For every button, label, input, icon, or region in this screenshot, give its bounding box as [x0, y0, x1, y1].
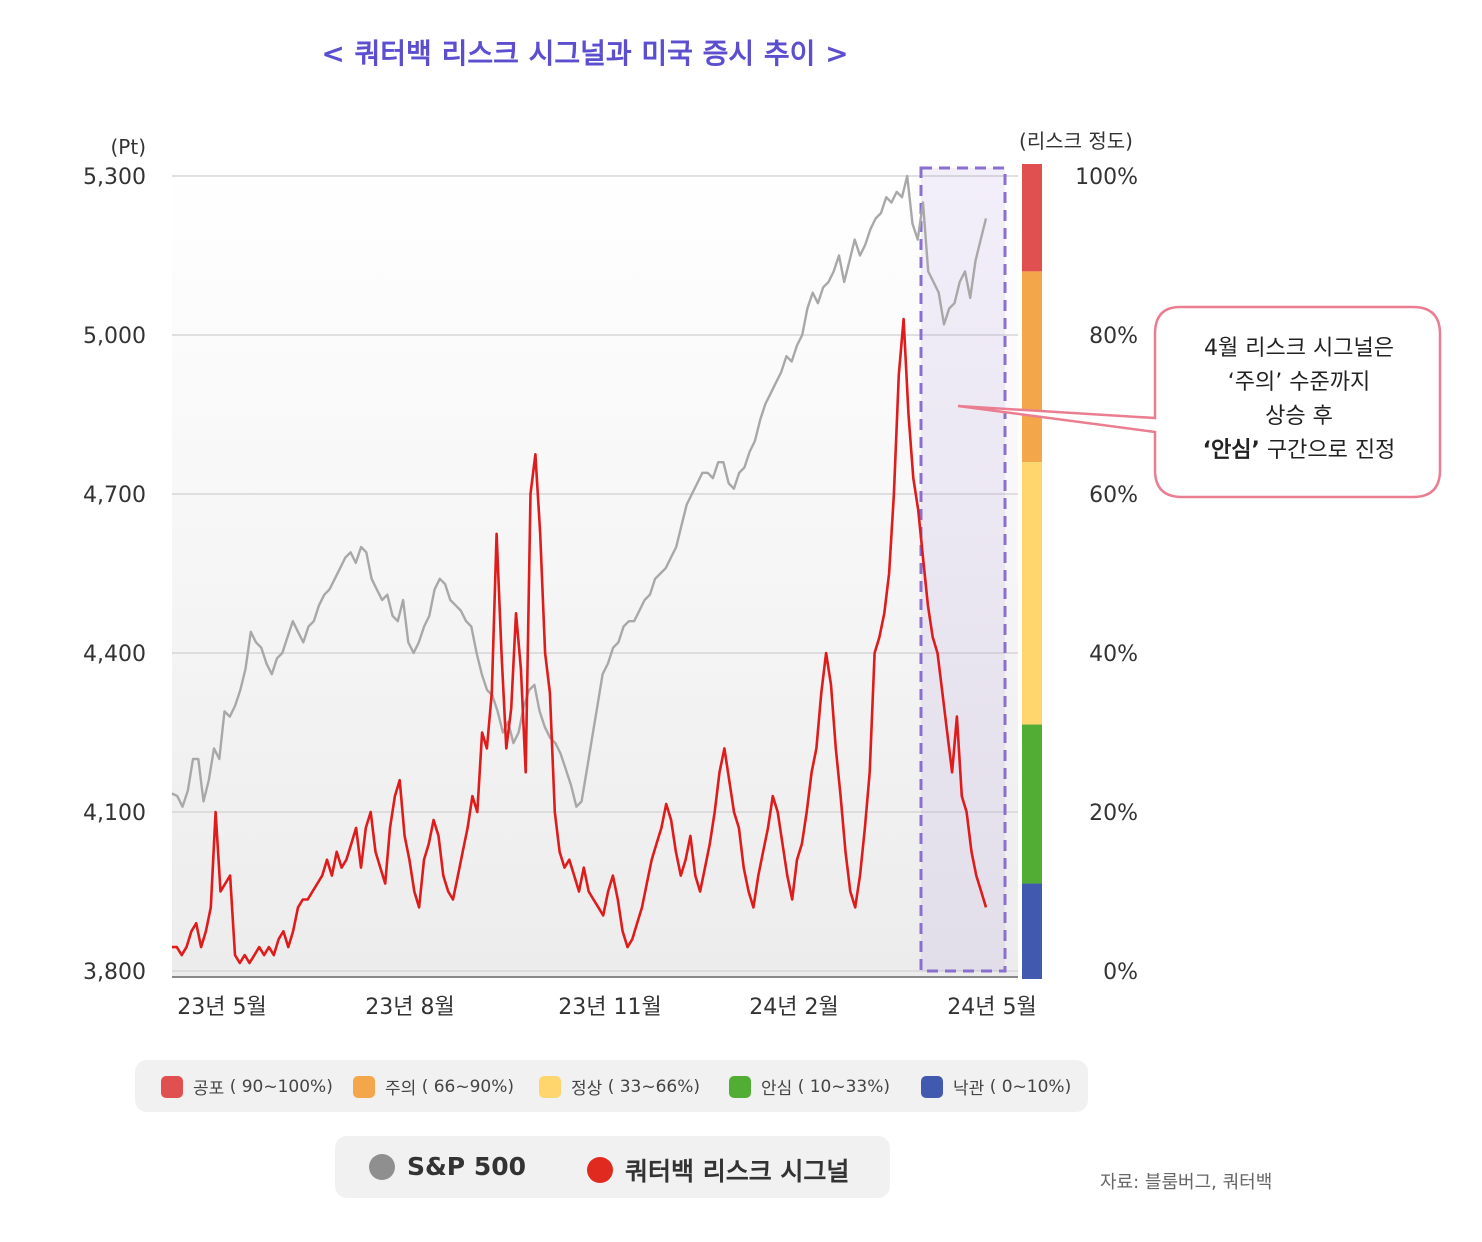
- callout-emphasis: ‘안심’: [1202, 438, 1260, 463]
- x-tick-label: 23년 11월: [558, 995, 661, 1020]
- legend-range-fear: ( 90~100%): [229, 1076, 333, 1097]
- callout-text: 4월 리스크 시그널은 ‘주의’ 수준까지 상승 후 ‘안심’ 구간으로 진정: [1160, 332, 1438, 468]
- series-legend-sp500: S&P 500: [369, 1152, 526, 1181]
- series-legend-risk: 쿼터백 리스크 시그널: [587, 1152, 849, 1188]
- legend-swatch-fear: [161, 1075, 183, 1098]
- callout-line-4: ‘안심’ 구간으로 진정: [1160, 434, 1438, 468]
- legend-range-caution: ( 66~90%): [421, 1076, 515, 1097]
- y-left-tick-label: 5,000: [83, 324, 146, 349]
- callout-line-1: 4월 리스크 시그널은: [1204, 336, 1394, 361]
- risk-band: [1022, 883, 1042, 979]
- legend-range-normal: ( 33~66%): [607, 1076, 701, 1097]
- y-right-tick-label: 80%: [1089, 324, 1138, 349]
- series-legend-label-risk: 쿼터백 리스크 시그널: [625, 1157, 850, 1186]
- risk-legend: 공포 ( 90~100%) 주의 ( 66~90%) 정상 ( 33~66%) …: [135, 1060, 1088, 1112]
- y-left-tick-label: 4,400: [83, 642, 146, 667]
- legend-swatch-relief: [729, 1075, 751, 1098]
- legend-swatch-normal: [539, 1075, 561, 1098]
- risk-legend-dot: [587, 1157, 613, 1183]
- legend-item-caution: 주의 ( 66~90%): [353, 1074, 514, 1099]
- legend-range-optimism: ( 0~10%): [989, 1076, 1072, 1097]
- y-left-tick-label: 4,100: [83, 801, 146, 826]
- sp500-line: [171, 174, 988, 808]
- sp500-legend-dot: [369, 1153, 395, 1180]
- callout-line-4-rest: 구간으로 진정: [1259, 438, 1396, 463]
- legend-label-normal: 정상: [571, 1079, 603, 1099]
- risk-band: [1022, 724, 1042, 884]
- legend-item-relief: 안심 ( 10~33%): [729, 1074, 890, 1099]
- x-tick-label: 23년 5월: [177, 995, 266, 1020]
- y-right-unit: (리스크 정도): [1019, 129, 1133, 153]
- legend-range-relief: ( 10~33%): [797, 1076, 891, 1097]
- y-right-tick-label: 0%: [1103, 960, 1138, 985]
- legend-item-optimism: 낙관 ( 0~10%): [921, 1074, 1071, 1099]
- legend-item-normal: 정상 ( 33~66%): [539, 1074, 700, 1099]
- x-tick-label: 24년 5월: [947, 995, 1036, 1020]
- legend-item-fear: 공포 ( 90~100%): [161, 1074, 333, 1099]
- risk-band: [1022, 462, 1042, 725]
- risk-signal-line: [172, 317, 988, 965]
- chart-title: < 쿼터백 리스크 시그널과 미국 증시 추이 >: [321, 37, 849, 70]
- x-tick-label: 23년 8월: [365, 995, 454, 1020]
- y-left-tick-label: 4,700: [83, 483, 146, 508]
- risk-band: [1022, 164, 1042, 272]
- callout-line-3: 상승 후: [1265, 404, 1333, 429]
- legend-label-relief: 안심: [761, 1079, 793, 1099]
- y-left-unit: (Pt): [110, 135, 146, 159]
- highlight-region: [919, 166, 1007, 973]
- legend-label-fear: 공포: [193, 1079, 225, 1099]
- y-left-tick-label: 5,300: [83, 165, 146, 190]
- y-right-tick-label: 40%: [1089, 642, 1138, 667]
- legend-label-optimism: 낙관: [953, 1079, 985, 1099]
- plot-area: [172, 170, 1018, 978]
- series-legend-label-sp500: S&P 500: [407, 1152, 527, 1181]
- source-note: 자료: 블룸버그, 쿼터백: [1100, 1172, 1273, 1193]
- legend-swatch-optimism: [921, 1075, 943, 1098]
- y-left-tick-label: 3,800: [83, 960, 146, 985]
- y-right-tick-label: 60%: [1089, 483, 1138, 508]
- legend-label-caution: 주의: [385, 1079, 417, 1099]
- x-tick-label: 24년 2월: [749, 995, 838, 1020]
- y-right-tick-label: 20%: [1089, 801, 1138, 826]
- chart-canvas: 5,300 5,000 4,700 4,400 4,100 3,800 (Pt) 100% 80…: [83, 129, 1442, 1020]
- series-legend: S&P 500 쿼터백 리스크 시그널: [335, 1136, 890, 1198]
- callout-bubble: [957, 305, 1442, 499]
- y-right-tick-label: 100%: [1075, 165, 1138, 190]
- risk-band: [1022, 271, 1042, 463]
- callout-line-2: ‘주의’ 수준까지: [1227, 370, 1371, 395]
- legend-swatch-caution: [353, 1075, 375, 1098]
